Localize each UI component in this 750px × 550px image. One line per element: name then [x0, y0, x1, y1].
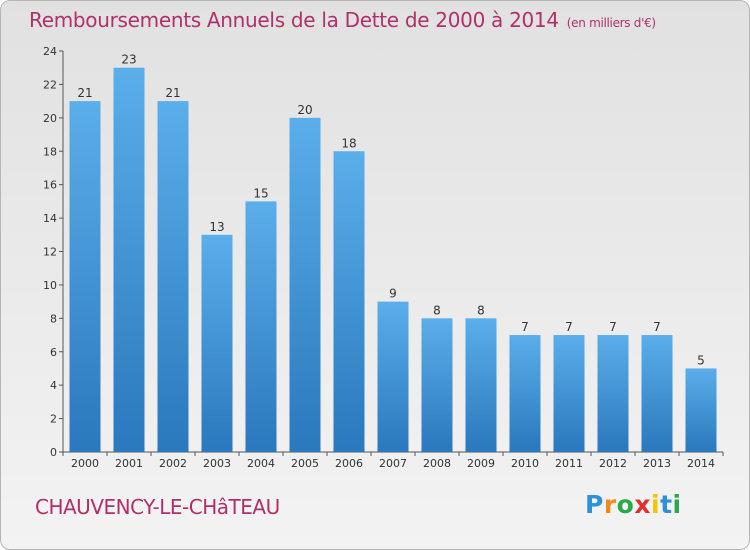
bar-value-label: 20 — [297, 103, 312, 117]
y-tick-label: 24 — [43, 45, 57, 58]
bar — [685, 368, 717, 452]
x-tick-label: 2000 — [71, 457, 99, 470]
x-tick-label: 2001 — [115, 457, 143, 470]
bar — [333, 151, 365, 452]
y-tick-label: 16 — [43, 179, 57, 192]
x-tick-label: 2010 — [511, 457, 539, 470]
bar-value-label: 8 — [477, 303, 485, 317]
x-tick-label: 2012 — [599, 457, 627, 470]
bar-value-label: 7 — [521, 320, 529, 334]
bar-value-label: 15 — [253, 186, 268, 200]
y-tick-label: 22 — [43, 78, 57, 91]
y-tick-label: 18 — [43, 145, 57, 158]
bar-value-label: 13 — [209, 220, 224, 234]
chart-title: Remboursements Annuels de la Dette de 20… — [29, 8, 656, 32]
bar — [465, 318, 497, 452]
bar — [377, 301, 409, 452]
x-tick-label: 2009 — [467, 457, 495, 470]
x-tick-label: 2008 — [423, 457, 451, 470]
commune-name: CHAUVENCY-LE-CHâTEAU — [35, 495, 280, 519]
chart-bars: 21 23 21 13 15 20 18 9 8 8 7 7 7 7 5 — [69, 53, 717, 452]
x-tick-label: 2004 — [247, 457, 275, 470]
bar — [421, 318, 453, 452]
bar-value-label: 7 — [565, 320, 573, 334]
bar — [289, 117, 321, 452]
x-tick-label: 2014 — [687, 457, 715, 470]
bar — [157, 101, 189, 452]
bar-value-label: 23 — [121, 53, 136, 67]
bar — [553, 335, 585, 452]
bar — [113, 67, 145, 452]
y-tick-label: 0 — [50, 446, 57, 459]
bar-value-label: 7 — [609, 320, 617, 334]
x-tick-label: 2013 — [643, 457, 671, 470]
x-tick-label: 2005 — [291, 457, 319, 470]
y-tick-label: 4 — [50, 379, 57, 392]
y-tick-label: 8 — [50, 312, 57, 325]
x-tick-label: 2011 — [555, 457, 583, 470]
y-tick-label: 12 — [43, 246, 57, 259]
y-tick-label: 20 — [43, 112, 57, 125]
title-text: Remboursements Annuels de la Dette de 20… — [29, 8, 559, 32]
bar — [245, 201, 277, 452]
x-tick-label: 2003 — [203, 457, 231, 470]
y-tick-label: 14 — [43, 212, 57, 225]
bar — [597, 335, 629, 452]
bar-value-label: 7 — [653, 320, 661, 334]
x-tick-label: 2002 — [159, 457, 187, 470]
bar-value-label: 18 — [341, 136, 356, 150]
bar-value-label: 21 — [165, 86, 180, 100]
bar — [201, 234, 233, 452]
bar — [509, 335, 541, 452]
y-tick-label: 2 — [50, 413, 57, 426]
proxiti-logo: Proxiti — [585, 490, 682, 519]
x-tick-label: 2006 — [335, 457, 363, 470]
bar — [641, 335, 673, 452]
bar — [69, 101, 101, 452]
bar-value-label: 5 — [697, 353, 705, 367]
bar-value-label: 9 — [389, 287, 397, 301]
bar-value-label: 21 — [77, 86, 92, 100]
unit-label: (en milliers d'€) — [566, 16, 656, 30]
y-tick-label: 6 — [50, 346, 57, 359]
x-tick-label: 2007 — [379, 457, 407, 470]
bar-value-label: 8 — [433, 303, 441, 317]
y-tick-label: 10 — [43, 279, 57, 292]
